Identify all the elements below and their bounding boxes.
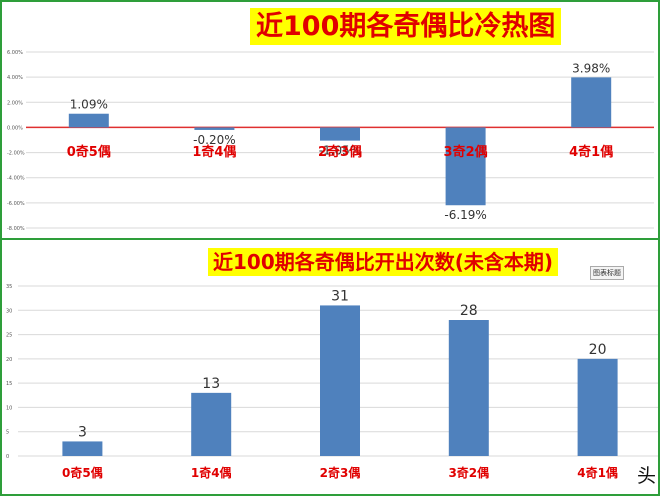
bottom-y-tick-label: 35 [6,284,12,290]
top-data-label: -1.05% [319,144,361,158]
bottom-chart-plot: 35 30 25 20 15 10 5 0 3 0奇5偶 13 1奇4偶 31 2奇3偶 28 3奇2偶 20 4… [6,284,658,480]
top-category-label: 4奇1偶 [569,144,613,160]
bottom-y-tick-label: 5 [6,430,9,436]
bottom-y-tick-label: 10 [6,405,12,411]
bottom-category-label: 4奇1偶 [577,465,618,480]
chart-title-tag[interactable]: 图表标题 [590,266,624,280]
bottom-data-label: 13 [202,376,220,392]
bottom-category-label: 2奇3偶 [320,465,361,480]
bottom-chart-title: 近100期各奇偶比开出次数(未含本期) [208,248,559,276]
bottom-data-label: 3 [78,424,87,440]
bottom-y-tick-label: 15 [6,381,12,387]
top-bar [194,127,235,130]
bottom-bar [577,358,618,456]
top-bar [320,127,360,141]
top-chart-panel: 6.00% 4.00% 2.00% 0.00% -2.00% -4.00% -6.00% -8… [0,0,660,240]
bottom-data-label: 28 [460,303,478,319]
top-data-label: 3.98% [572,61,610,75]
bottom-y-tick-label: 30 [6,308,12,314]
top-y-tick-label: 2.00% [7,100,23,106]
bottom-bar [320,305,360,456]
bottom-category-label: 0奇5偶 [62,465,103,480]
top-category-label: 1奇4偶 [192,144,236,160]
bottom-category-label: 3奇2偶 [448,465,489,480]
top-y-tick-label: -2.00% [7,151,25,157]
top-y-tick-label: 4.00% [7,75,23,81]
top-bar [571,77,612,128]
bottom-bar [448,320,489,456]
bottom-data-label: 20 [589,342,607,358]
bottom-y-tick-label: 0 [6,454,9,460]
bottom-data-label: 31 [331,288,349,304]
top-data-label: -6.19% [444,208,486,222]
top-bar [445,127,486,206]
top-data-label: -0.20% [193,133,235,147]
top-data-label: 1.09% [70,98,108,112]
top-y-tick-label: -6.00% [7,201,25,207]
bottom-bar [191,392,232,456]
bottom-y-tick-label: 25 [6,333,12,339]
bottom-chart-panel: 35 30 25 20 15 10 5 0 3 0奇5偶 13 1奇4偶 31 2奇3偶 28 3奇2偶 20 4… [0,238,660,496]
top-category-label: 2奇3偶 [318,144,362,160]
top-y-tick-label: -4.00% [7,176,25,182]
top-y-tick-label: -8.00% [7,226,25,232]
top-y-tick-label: 6.00% [7,50,23,56]
bottom-y-tick-label: 20 [6,357,12,363]
top-y-tick-label: 0.00% [7,125,23,131]
top-chart-title: 近100期各奇偶比冷热图 [250,8,562,45]
top-category-label: 0奇5偶 [67,144,111,160]
top-bar [68,113,109,128]
bottom-category-label: 1奇4偶 [191,465,232,480]
top-category-label: 3奇2偶 [444,144,488,160]
bottom-bar [62,441,103,456]
corner-glyph: 头 [636,465,656,487]
top-chart-plot: 6.00% 4.00% 2.00% 0.00% -2.00% -4.00% -6.00% -8… [7,50,654,232]
